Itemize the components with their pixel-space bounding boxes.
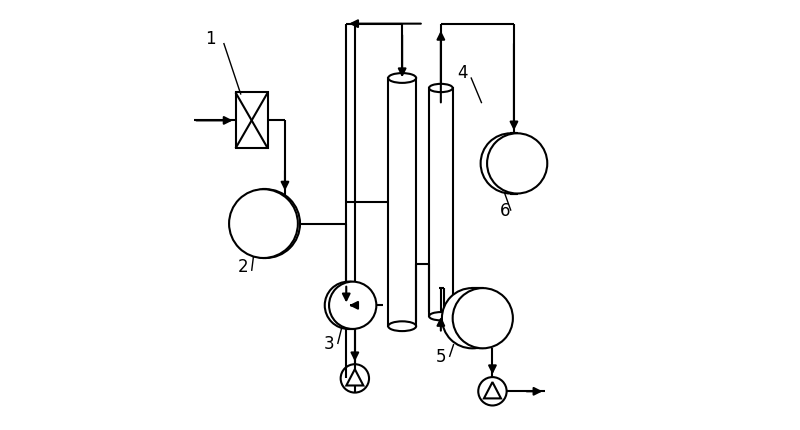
Text: 3: 3 bbox=[324, 335, 334, 353]
Bar bbox=[349, 282, 353, 329]
Ellipse shape bbox=[231, 189, 300, 258]
Ellipse shape bbox=[429, 84, 453, 92]
Text: 2: 2 bbox=[238, 258, 248, 276]
Text: 6: 6 bbox=[500, 202, 510, 220]
Polygon shape bbox=[346, 369, 363, 385]
Text: 5: 5 bbox=[436, 348, 446, 366]
Bar bbox=[235, 92, 268, 148]
Ellipse shape bbox=[388, 73, 416, 83]
Bar bbox=[472, 288, 482, 348]
Text: 1: 1 bbox=[206, 30, 216, 48]
Ellipse shape bbox=[229, 189, 298, 258]
Ellipse shape bbox=[442, 288, 502, 348]
Text: 4: 4 bbox=[457, 64, 467, 82]
Bar bbox=[388, 78, 416, 326]
Bar bbox=[263, 189, 266, 258]
Ellipse shape bbox=[325, 282, 372, 329]
Bar bbox=[510, 133, 517, 194]
Polygon shape bbox=[484, 382, 501, 398]
Ellipse shape bbox=[329, 282, 376, 329]
Ellipse shape bbox=[453, 288, 513, 348]
Ellipse shape bbox=[481, 133, 541, 194]
Bar bbox=[429, 88, 453, 316]
Ellipse shape bbox=[487, 133, 547, 194]
Ellipse shape bbox=[429, 312, 453, 320]
Ellipse shape bbox=[388, 321, 416, 331]
